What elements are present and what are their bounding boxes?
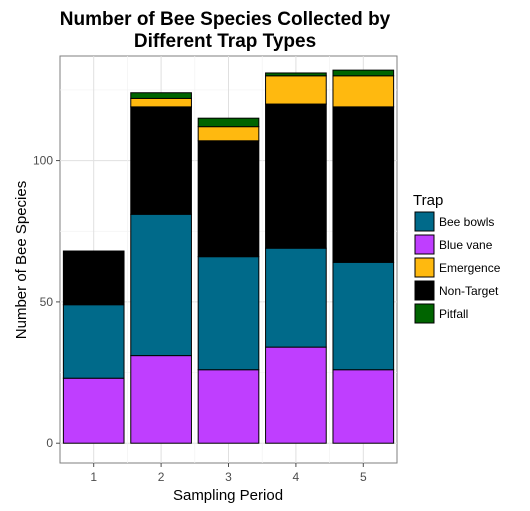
bar-blue-vane-period-3: [197, 369, 260, 444]
y-tick-label: 100: [33, 154, 53, 168]
x-axis: 1 2 3 4 5: [90, 463, 367, 484]
bar-non-target-period-5: [332, 106, 395, 263]
bar-pitfall-period-5: [332, 69, 395, 77]
legend-key-pitfall: [414, 303, 435, 324]
bar-non-target-period-3: [197, 140, 260, 258]
x-tick-label: 5: [360, 470, 367, 484]
chart-title-line-2: Different Trap Types: [134, 31, 316, 52]
legend-label-pitfall: Pitfall: [439, 307, 468, 321]
legend-label-blue-vane: Blue vane: [439, 238, 493, 252]
legend-title: Trap: [413, 192, 443, 209]
legend-label-emergence: Emergence: [439, 261, 501, 275]
x-tick-label: 2: [158, 470, 165, 484]
bars-group: [62, 69, 395, 444]
bar-blue-vane-period-1: [62, 377, 125, 444]
bar-non-target-period-1: [62, 250, 125, 306]
y-axis: 0 50 100: [33, 154, 60, 450]
legend-label-non-target: Non-Target: [439, 284, 499, 298]
bar-blue-vane-period-2: [130, 355, 192, 444]
bar-emergence-period-4: [265, 75, 327, 105]
bar-emergence-period-3: [197, 126, 260, 142]
y-axis-title: Number of Bee Species: [13, 181, 30, 339]
bar-blue-vane-period-5: [332, 369, 395, 444]
x-axis-title: Sampling Period: [173, 487, 283, 504]
bar-emergence-period-5: [332, 75, 395, 108]
legend: Trap Bee bowls Blue vane Emergence Non-Targ…: [413, 192, 501, 324]
x-tick-label: 3: [225, 470, 232, 484]
bar-bee-bowls-period-1: [62, 304, 125, 379]
x-tick-label: 4: [293, 470, 300, 484]
legend-key-blue-vane: [414, 234, 435, 255]
bar-pitfall-period-4: [265, 72, 327, 77]
y-tick-label: 0: [46, 436, 53, 450]
bar-bee-bowls-period-2: [130, 213, 192, 357]
bar-bee-bowls-period-5: [332, 261, 395, 371]
bar-non-target-period-2: [130, 106, 192, 215]
bar-pitfall-period-3: [197, 117, 260, 128]
bar-emergence-period-2: [130, 97, 192, 108]
bar-blue-vane-period-4: [265, 346, 327, 444]
y-tick-label: 50: [40, 295, 54, 309]
chart-title-line-1: Number of Bee Species Collected by: [60, 9, 391, 30]
legend-key-non-target: [414, 280, 435, 301]
legend-key-emergence: [414, 257, 435, 278]
bar-bee-bowls-period-3: [197, 256, 260, 371]
bar-bee-bowls-period-4: [265, 247, 327, 348]
bar-non-target-period-4: [265, 103, 327, 249]
legend-key-bee-bowls: [414, 211, 435, 232]
x-tick-label: 1: [90, 470, 97, 484]
legend-label-bee-bowls: Bee bowls: [439, 215, 494, 229]
bar-pitfall-period-2: [130, 92, 192, 99]
